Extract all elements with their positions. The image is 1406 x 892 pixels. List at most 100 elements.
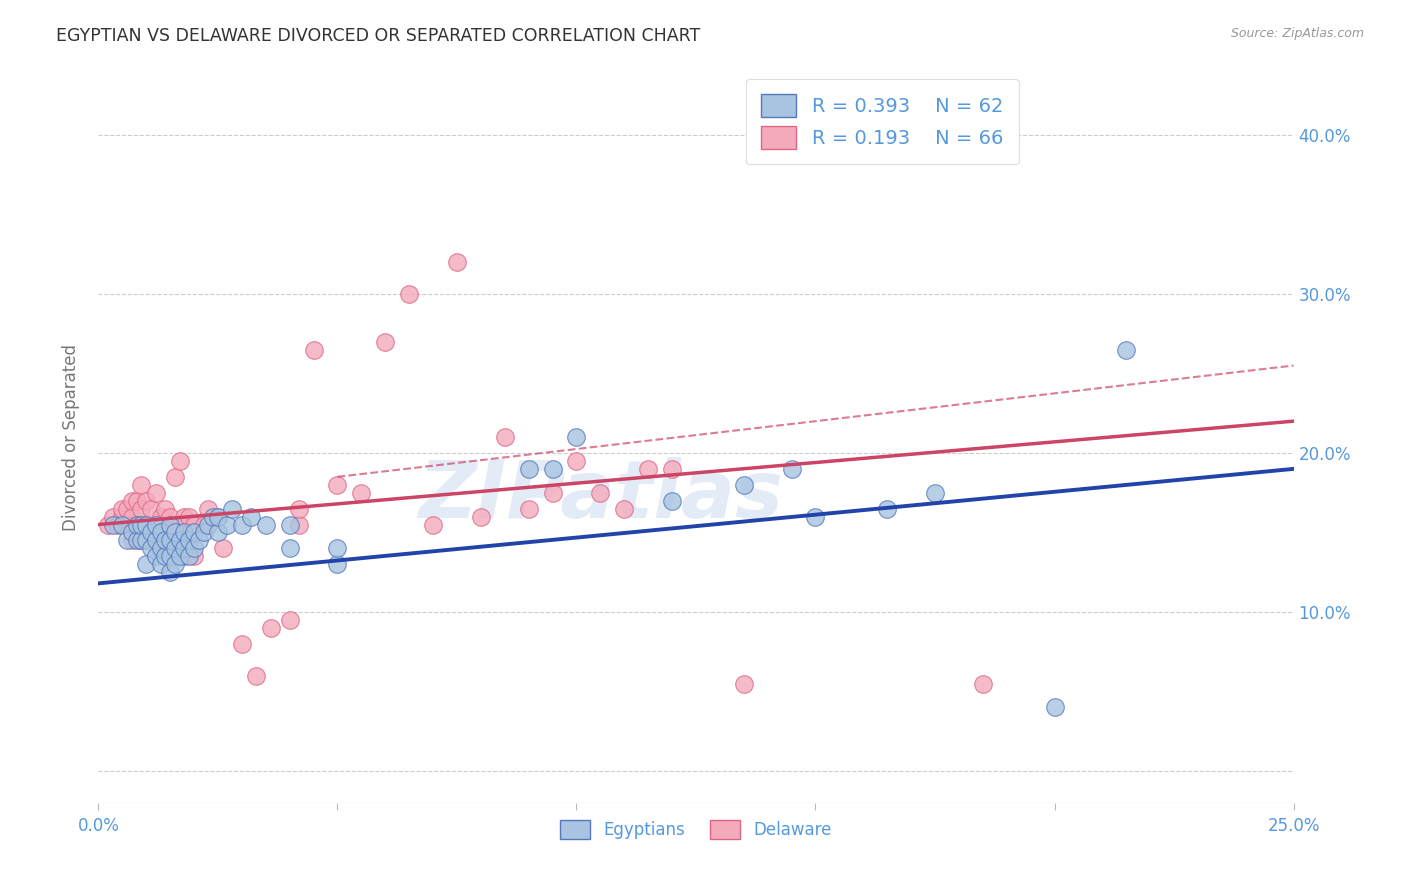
- Point: [131, 477, 153, 491]
- Point: [661, 462, 683, 476]
- Point: [139, 501, 162, 516]
- Point: [924, 485, 946, 500]
- Point: [145, 517, 167, 532]
- Point: [804, 509, 827, 524]
- Point: [517, 462, 540, 476]
- Point: [637, 462, 659, 476]
- Point: [589, 485, 612, 500]
- Point: [169, 517, 191, 532]
- Point: [1115, 343, 1137, 357]
- Point: [125, 517, 148, 532]
- Point: [350, 485, 373, 500]
- Point: [121, 533, 143, 548]
- Point: [326, 477, 349, 491]
- Point: [278, 517, 301, 532]
- Point: [145, 549, 167, 564]
- Point: [159, 517, 181, 532]
- Point: [115, 517, 138, 532]
- Point: [613, 501, 636, 516]
- Point: [972, 676, 994, 690]
- Point: [179, 541, 201, 556]
- Point: [131, 501, 153, 516]
- Point: [183, 525, 205, 540]
- Point: [187, 533, 209, 548]
- Point: [183, 517, 205, 532]
- Point: [131, 533, 153, 548]
- Point: [193, 517, 215, 532]
- Point: [135, 558, 157, 572]
- Point: [183, 541, 205, 556]
- Point: [145, 485, 167, 500]
- Point: [278, 613, 301, 627]
- Point: [254, 517, 277, 532]
- Point: [149, 525, 172, 540]
- Point: [470, 509, 492, 524]
- Point: [163, 525, 186, 540]
- Point: [494, 430, 516, 444]
- Point: [149, 541, 172, 556]
- Point: [207, 525, 229, 540]
- Point: [135, 517, 157, 532]
- Point: [217, 517, 239, 532]
- Point: [278, 541, 301, 556]
- Point: [163, 558, 186, 572]
- Point: [145, 533, 167, 548]
- Point: [145, 517, 167, 532]
- Point: [149, 558, 172, 572]
- Point: [149, 509, 172, 524]
- Point: [155, 501, 177, 516]
- Point: [159, 566, 181, 580]
- Point: [155, 549, 177, 564]
- Point: [173, 509, 195, 524]
- Point: [115, 533, 138, 548]
- Point: [326, 541, 349, 556]
- Text: ZIPatlas: ZIPatlas: [418, 457, 783, 534]
- Point: [211, 541, 233, 556]
- Point: [517, 501, 540, 516]
- Point: [240, 509, 263, 524]
- Point: [288, 517, 311, 532]
- Point: [125, 517, 148, 532]
- Point: [179, 509, 201, 524]
- Y-axis label: Divorced or Separated: Divorced or Separated: [62, 343, 80, 531]
- Point: [780, 462, 803, 476]
- Point: [422, 517, 444, 532]
- Point: [101, 517, 124, 532]
- Point: [111, 517, 134, 532]
- Point: [169, 533, 191, 548]
- Point: [159, 533, 181, 548]
- Legend: Egyptians, Delaware: Egyptians, Delaware: [554, 814, 838, 846]
- Point: [163, 470, 186, 484]
- Point: [183, 549, 205, 564]
- Point: [155, 541, 177, 556]
- Point: [197, 501, 219, 516]
- Point: [876, 501, 898, 516]
- Point: [207, 509, 229, 524]
- Point: [111, 509, 134, 524]
- Point: [111, 501, 134, 516]
- Point: [163, 541, 186, 556]
- Point: [169, 549, 191, 564]
- Point: [139, 541, 162, 556]
- Point: [541, 485, 564, 500]
- Point: [125, 493, 148, 508]
- Point: [155, 533, 177, 548]
- Point: [135, 493, 157, 508]
- Point: [374, 334, 396, 349]
- Point: [159, 533, 181, 548]
- Point: [135, 533, 157, 548]
- Point: [159, 549, 181, 564]
- Point: [131, 517, 153, 532]
- Point: [97, 517, 120, 532]
- Point: [288, 501, 311, 516]
- Point: [115, 501, 138, 516]
- Point: [139, 517, 162, 532]
- Point: [202, 509, 225, 524]
- Point: [245, 668, 267, 682]
- Point: [173, 549, 195, 564]
- Point: [1043, 700, 1066, 714]
- Point: [121, 493, 143, 508]
- Point: [121, 525, 143, 540]
- Point: [221, 501, 243, 516]
- Point: [565, 430, 588, 444]
